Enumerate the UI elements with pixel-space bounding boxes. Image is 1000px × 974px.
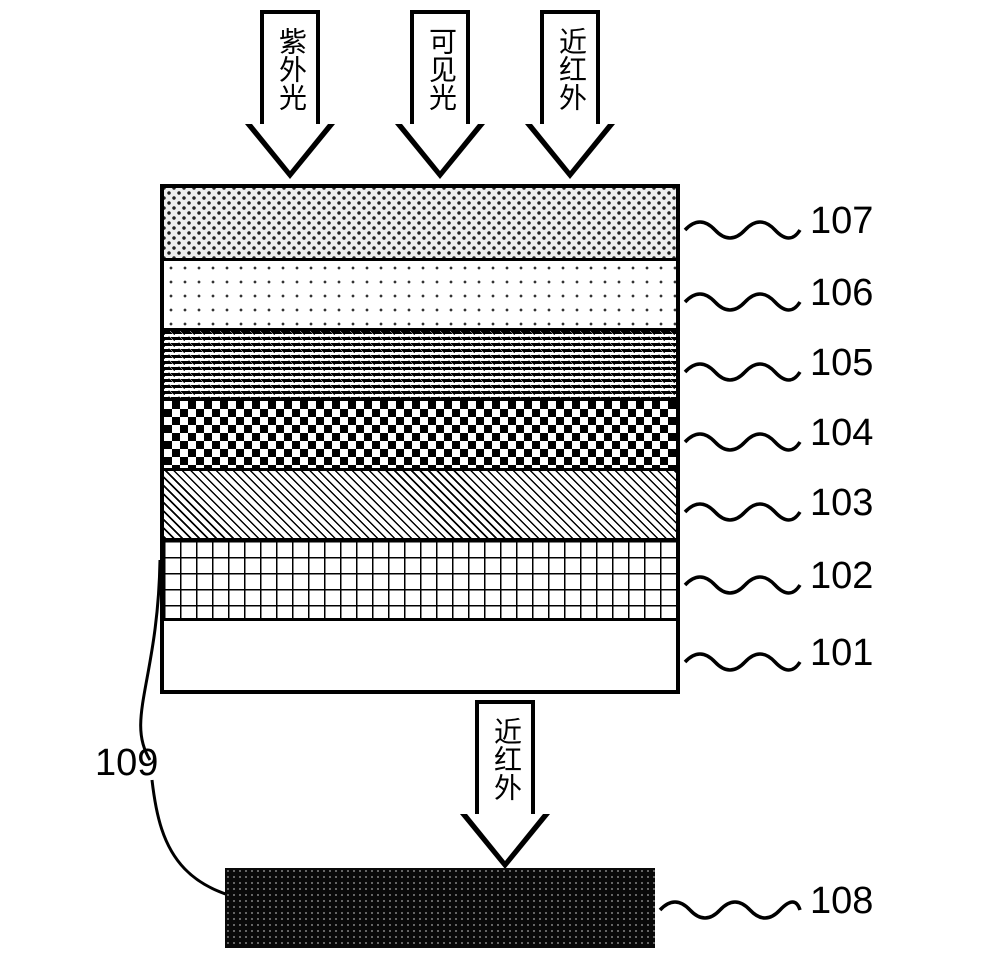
leader-108	[660, 898, 800, 927]
diagram-canvas: 紫外光 可见光 近红外 107 106 105 104	[0, 0, 1000, 974]
arrow-nir-bottom-label: 近红外	[475, 700, 535, 818]
leader-109	[120, 560, 320, 905]
arrow-uv-head-fill	[252, 124, 328, 171]
layer-104	[164, 398, 676, 468]
arrow-visible-label: 可见光	[410, 10, 470, 128]
arrow-visible-head-fill	[402, 124, 478, 171]
label-108: 108	[810, 880, 873, 923]
arrow-uv: 紫外光	[245, 10, 335, 180]
arrow-nir-label: 近红外	[540, 10, 600, 128]
label-107: 107	[810, 200, 873, 243]
label-101: 101	[810, 632, 873, 675]
leader-104	[685, 430, 800, 459]
label-105: 105	[810, 342, 873, 385]
label-103: 103	[810, 482, 873, 525]
leader-105	[685, 360, 800, 389]
arrow-nir-bottom: 近红外	[460, 700, 550, 870]
arrow-visible: 可见光	[395, 10, 485, 180]
layer-106	[164, 258, 676, 328]
leader-106	[685, 290, 800, 319]
layer-103	[164, 468, 676, 538]
arrow-nir: 近红外	[525, 10, 615, 180]
leader-103	[685, 500, 800, 529]
layer-107	[164, 188, 676, 258]
leader-102	[685, 573, 800, 602]
block-108	[225, 868, 655, 948]
label-102: 102	[810, 555, 873, 598]
arrow-nir-bottom-head-fill	[467, 814, 543, 861]
leader-107	[685, 218, 800, 247]
layer-105	[164, 328, 676, 398]
label-106: 106	[810, 272, 873, 315]
arrow-nir-head-fill	[532, 124, 608, 171]
arrow-uv-label: 紫外光	[260, 10, 320, 128]
leader-101	[685, 650, 800, 679]
label-104: 104	[810, 412, 873, 455]
